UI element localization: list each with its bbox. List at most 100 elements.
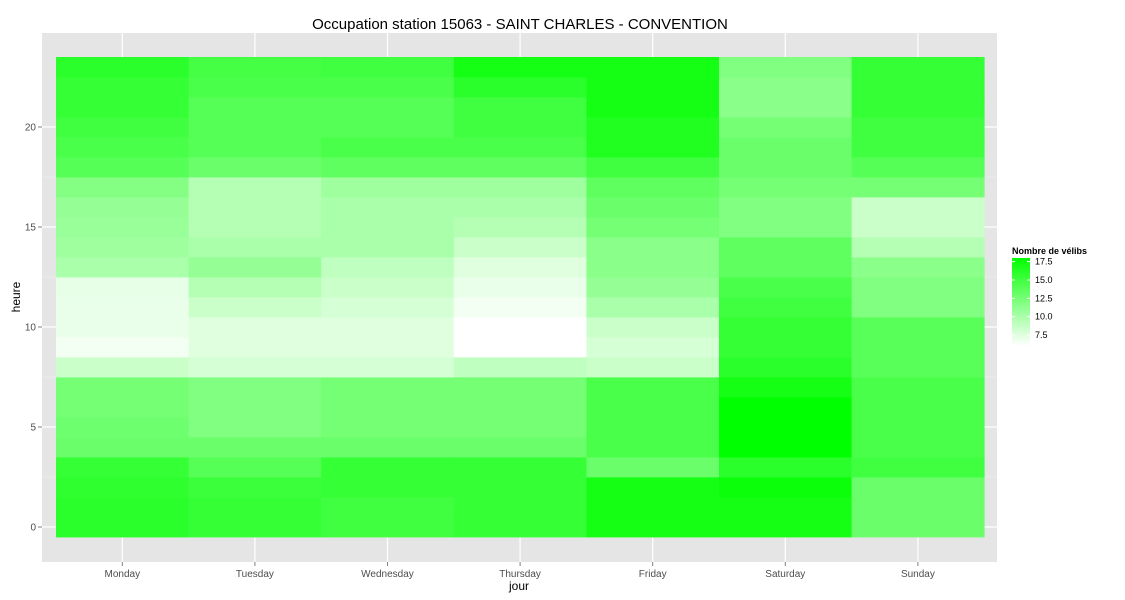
legend-tick-label: 17.5 xyxy=(1035,257,1053,267)
heatmap-cell xyxy=(719,177,852,198)
heatmap-cell xyxy=(586,177,720,198)
legend-title: Nombre de vélibs xyxy=(1012,246,1087,256)
heatmap-cell xyxy=(453,517,587,538)
heatmap-cell xyxy=(188,477,322,498)
heatmap-cell xyxy=(453,277,587,298)
y-axis-ticks: 0 5 10 15 20 xyxy=(25,123,42,534)
heatmap-cell xyxy=(851,257,985,278)
heatmap-cell xyxy=(188,217,322,238)
heatmap-cell xyxy=(851,357,985,378)
heatmap-cell xyxy=(56,517,189,538)
heatmap-cell xyxy=(321,157,455,178)
heatmap-cell xyxy=(453,117,587,138)
x-tick-label: Wednesday xyxy=(361,569,414,580)
y-tick-label: 20 xyxy=(25,123,37,134)
heatmap-cell xyxy=(56,297,189,318)
heatmap-cell xyxy=(321,297,455,318)
heatmap-cell xyxy=(56,337,189,358)
heatmap-cell xyxy=(56,377,189,398)
heatmap-cell xyxy=(188,497,322,518)
heatmap-cell xyxy=(586,217,720,238)
heatmap-cell xyxy=(586,337,720,358)
heatmap-cell xyxy=(56,497,189,518)
heatmap-cell xyxy=(719,397,852,418)
heatmap-cell xyxy=(188,137,322,158)
heatmap-cell xyxy=(851,237,985,258)
heatmap-cell xyxy=(586,437,720,458)
heatmap-cell xyxy=(321,117,455,138)
heatmap-cell xyxy=(321,217,455,238)
heatmap-cell xyxy=(188,177,322,198)
heatmap-cell xyxy=(453,437,587,458)
heatmap-cell xyxy=(586,57,720,78)
heatmap-cell xyxy=(586,117,720,138)
heatmap-cell xyxy=(188,77,322,98)
legend: Nombre de vélibs 17.5 15.0 12.5 10.0 7.5 xyxy=(1012,246,1087,346)
heatmap-cell xyxy=(453,257,587,278)
heatmap-cell xyxy=(56,317,189,338)
heatmap-cell xyxy=(188,237,322,258)
heatmap-cell xyxy=(719,357,852,378)
heatmap-cell xyxy=(188,297,322,318)
heatmap-cell xyxy=(188,377,322,398)
heatmap-cell xyxy=(851,117,985,138)
heatmap-cell xyxy=(719,377,852,398)
heatmap-cell xyxy=(56,397,189,418)
heatmap-cell xyxy=(586,97,720,118)
heatmap-cell xyxy=(586,197,720,218)
heatmap-cell xyxy=(321,317,455,338)
heatmap-cell xyxy=(586,277,720,298)
heatmap-cell xyxy=(586,257,720,278)
heatmap-cell xyxy=(56,277,189,298)
heatmap-cell xyxy=(719,217,852,238)
heatmap-cell xyxy=(188,197,322,218)
heatmap-cell xyxy=(453,217,587,238)
heatmap-cell xyxy=(321,97,455,118)
heatmap-cell xyxy=(586,137,720,158)
heatmap-cell xyxy=(586,457,720,478)
heatmap-cell xyxy=(56,437,189,458)
heatmap-cell xyxy=(56,117,189,138)
heatmap-cell xyxy=(56,357,189,378)
x-axis-title: jour xyxy=(508,579,529,593)
heatmap-cell xyxy=(321,57,455,78)
heatmap-cell xyxy=(453,237,587,258)
heatmap-cell xyxy=(719,317,852,338)
heatmap-cell xyxy=(188,397,322,418)
x-tick-label: Friday xyxy=(639,569,667,580)
heatmap-cell xyxy=(56,57,189,78)
heatmap-cell xyxy=(321,237,455,258)
heatmap-cell xyxy=(719,297,852,318)
heatmap-cell xyxy=(453,197,587,218)
heatmap-cell xyxy=(719,417,852,438)
legend-tick-label: 10.0 xyxy=(1035,312,1053,322)
heatmap-cell xyxy=(851,477,985,498)
heatmap-cell xyxy=(586,297,720,318)
x-tick-label: Saturday xyxy=(765,569,805,580)
heatmap-cell xyxy=(188,57,322,78)
heatmap-cell xyxy=(586,417,720,438)
heatmap-cell xyxy=(188,157,322,178)
heatmap-cell xyxy=(453,77,587,98)
legend-tick-label: 15.0 xyxy=(1035,275,1053,285)
heatmap-cell xyxy=(321,477,455,498)
y-tick-label: 0 xyxy=(30,523,36,534)
heatmap-cell xyxy=(719,277,852,298)
heatmap-cell xyxy=(188,357,322,378)
heatmap-cell xyxy=(188,437,322,458)
heatmap-cell xyxy=(453,397,587,418)
heatmap-cell xyxy=(453,297,587,318)
heatmap-cell xyxy=(453,97,587,118)
heatmap-cell xyxy=(453,377,587,398)
heatmap-cell xyxy=(719,97,852,118)
heatmap-cell xyxy=(56,137,189,158)
heatmap-cell xyxy=(453,177,587,198)
heatmap-cell xyxy=(851,277,985,298)
y-axis-title: heure xyxy=(9,281,23,312)
heatmap-cell xyxy=(851,97,985,118)
heatmap-cell xyxy=(851,517,985,538)
heatmap-cell xyxy=(188,117,322,138)
heatmap-cell xyxy=(453,357,587,378)
heatmap-cell xyxy=(188,417,322,438)
